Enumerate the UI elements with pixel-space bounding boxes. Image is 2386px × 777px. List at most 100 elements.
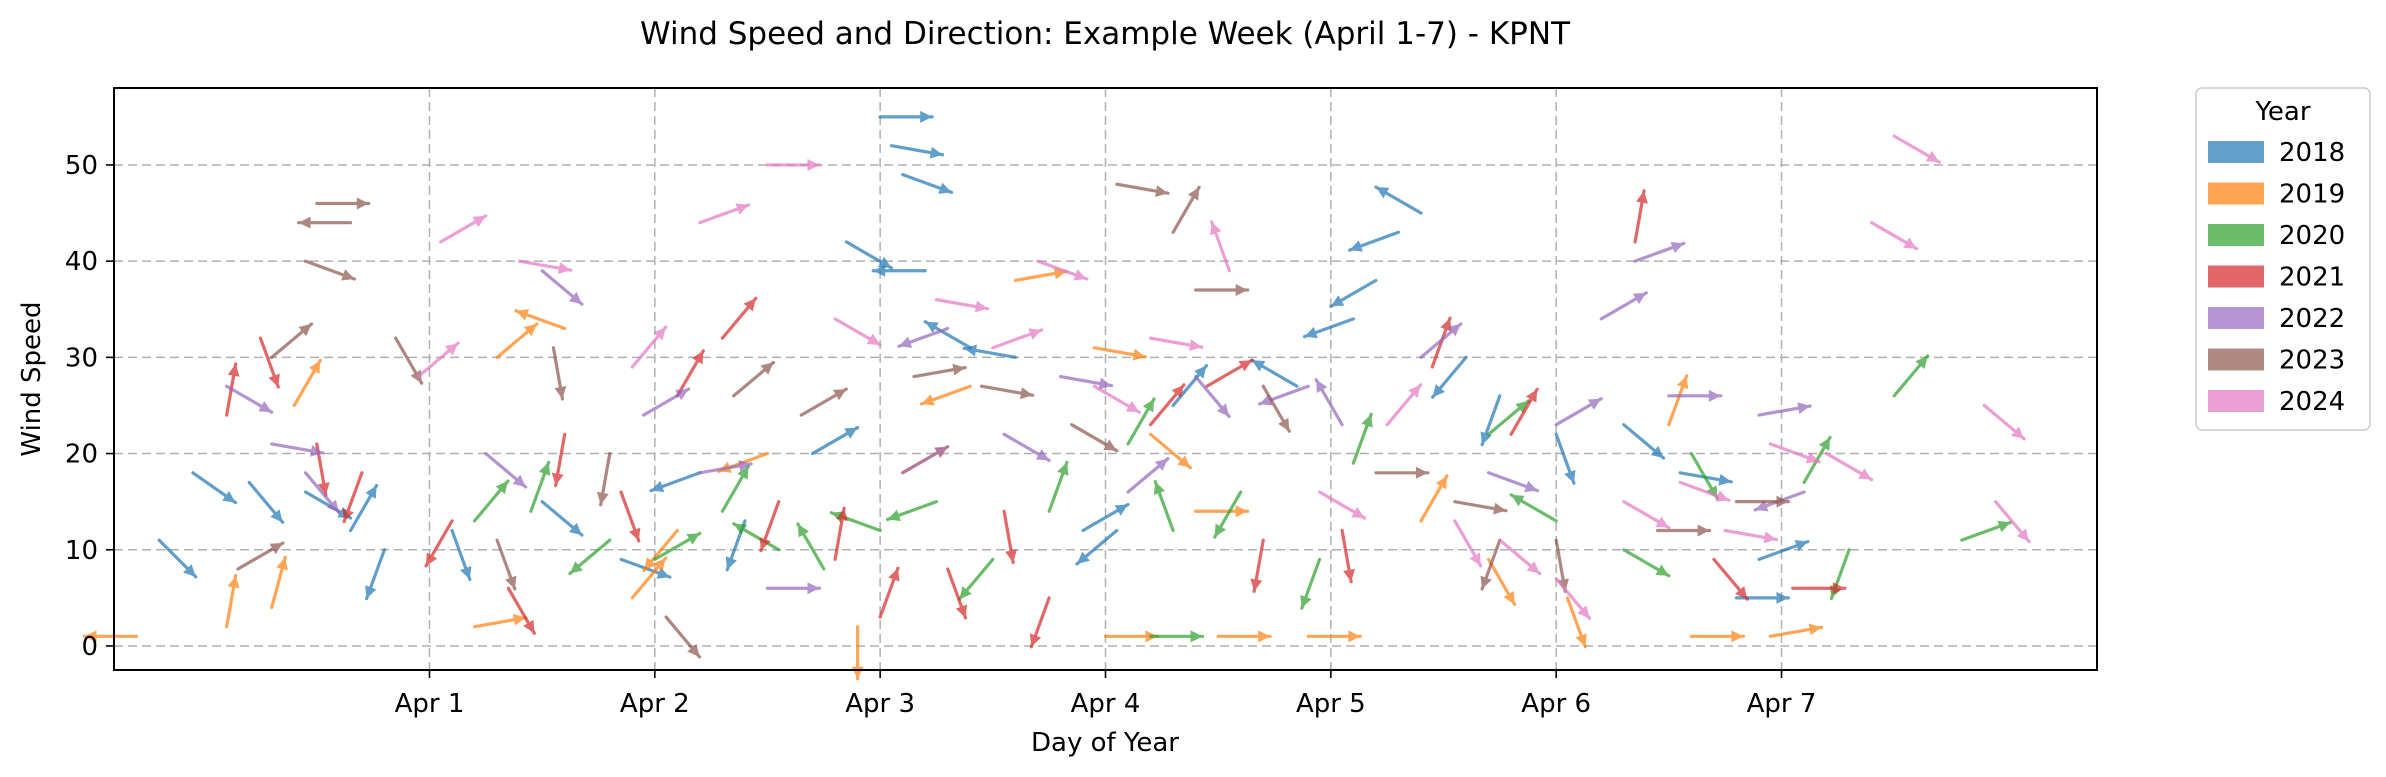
wind-vector-2020 [1486,399,1531,436]
wind-vector-2018 [1075,528,1119,566]
wind-vector-2020 [796,522,826,571]
wind-vector-2022 [1194,374,1231,419]
wind-vector-2018 [844,240,893,270]
wind-vector-2024 [1982,403,2026,441]
wind-vector-2023 [1115,182,1170,198]
wind-vector-2024 [1036,259,1089,281]
wind-vector-2022 [270,442,325,457]
legend-label-2021: 2021 [2279,263,2345,293]
wind-vector-2018 [649,471,702,493]
wind-vector-2018 [1250,358,1299,388]
wind-vector-2019 [472,613,528,629]
wind-vector-2021 [1430,316,1452,369]
wind-vector-2018 [1171,364,1209,408]
wind-vector-2019 [1689,630,1745,643]
wind-vector-2022 [1126,457,1170,494]
wind-vector-2023 [912,363,967,379]
wind-vector-2020 [1622,548,1671,578]
wind-vector-2019 [1148,432,1193,470]
wind-vector-2020 [529,460,551,513]
wind-vector-2024 [1892,134,1941,164]
wind-vector-2020 [568,538,612,576]
legend-label-2018: 2018 [2279,138,2345,168]
legend-label-2024: 2024 [2279,387,2345,417]
x-tick-label: Apr 4 [1071,689,1141,719]
x-tick-label: Apr 1 [395,689,465,719]
wind-vector-2018 [191,471,238,505]
wind-vector-2021 [424,519,454,568]
wind-vector-2024 [439,214,488,244]
wind-vector-2022 [1257,384,1310,406]
wind-vector-2021 [1340,528,1355,584]
wind-vector-2023 [1070,423,1119,453]
wind-vector-2024 [1993,500,2031,544]
wind-vector-2020 [957,557,995,601]
wind-vector-2024 [518,259,573,275]
wind-vector-2023 [1480,538,1502,591]
wind-vector-2022 [641,387,691,417]
wind-vector-2024 [1317,490,1367,520]
legend-items: 2018 2019 2020 2021 2022 2023 2024 [2208,138,2345,417]
wind-vector-2021 [1205,358,1254,388]
wind-vector-2022 [303,471,341,515]
wind-vector-2019 [225,573,240,629]
y-tick-label: 20 [65,440,98,470]
wind-vector-2023 [270,322,314,359]
y-tick-label: 40 [65,247,98,277]
wind-vector-2024 [1723,528,1778,544]
wind-vector-2024 [1453,519,1483,568]
wind-vector-2024 [833,317,882,347]
axis-ticks: Apr 1 Apr 2 Apr 3 Apr 4 Apr 5 Apr 6 Apr 7 0 10 20… [65,151,1817,719]
wind-vector-2022 [1002,432,1051,462]
wind-vector-2022 [225,384,274,414]
wind-vector-2019 [630,556,668,600]
wind-vector-2021 [1509,387,1539,436]
wind-vector-2023 [303,259,357,281]
wind-vector-2018 [878,110,934,123]
wind-vector-2024 [1678,480,1731,502]
wind-vector-2019 [514,309,567,331]
wind-vector-2019 [1667,374,1689,427]
wind-vector-2020 [1351,412,1373,465]
wind-vector-2020 [472,479,510,523]
wind-vector-2022 [1633,241,1686,263]
wind-vector-2020 [1892,354,1930,398]
wind-vector-2020 [653,531,702,561]
y-tick-label: 30 [65,343,98,373]
wind-vector-2018 [1302,317,1355,339]
wind-vector-2022 [1554,397,1603,427]
wind-vector-2018 [871,264,927,277]
wind-vector-2021 [720,296,758,340]
wind-vector-2020 [1960,520,2013,542]
legend-label-2020: 2020 [2279,221,2345,251]
wind-vector-2020 [1509,493,1558,523]
wind-vector-2020 [1153,480,1175,533]
wind-vector-2023 [732,360,776,398]
wind-vector-2020 [1126,397,1156,446]
wind-vector-2018 [1622,423,1666,460]
wind-vector-2020 [1829,548,1851,601]
wind-vector-2021 [258,336,280,389]
x-tick-label: Apr 2 [620,689,690,719]
wind-vector-2024 [1824,451,1874,482]
wind-vector-2022 [1667,389,1723,402]
wind-vector-2021 [1029,596,1051,649]
y-tick-label: 0 [81,632,98,662]
wind-vector-2019 [919,384,972,406]
wind-vector-2022 [1486,471,1540,493]
wind-vector-2018 [450,528,472,581]
wind-vector-2021 [1250,538,1265,593]
wind-vector-2022 [897,326,950,348]
wind-vector-2018 [540,500,584,537]
wind-vector-2024 [1622,500,1671,530]
wind-vector-2019 [1768,623,1824,638]
wind-vector-2018 [1554,432,1576,485]
wind-vector-2023 [1554,538,1570,593]
wind-vector-2019 [1306,630,1362,643]
wind-vector-2024 [1385,383,1423,427]
wind-vector-2024 [1554,577,1592,621]
wind-vector-2019 [1565,596,1587,649]
wind-vector-2024 [1768,442,1821,464]
wind-vector-2024 [1498,538,1542,576]
wind-vector-2018 [349,483,379,533]
